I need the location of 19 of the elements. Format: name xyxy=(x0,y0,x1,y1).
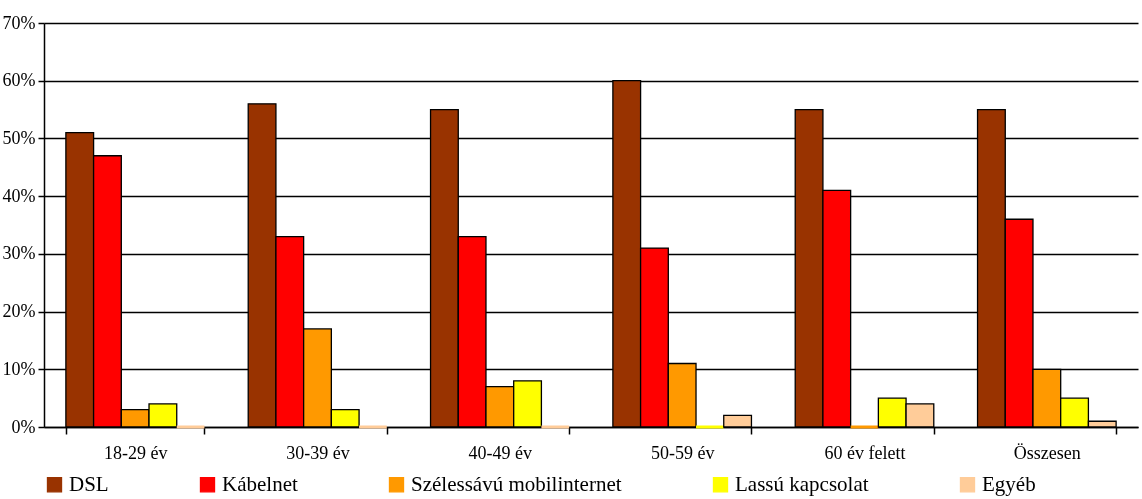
legend-label: Kábelnet xyxy=(222,471,298,496)
x-tick-label: 60 év felett xyxy=(824,442,906,463)
y-tick-label: 0% xyxy=(11,416,36,437)
legend-label: Szélessávú mobilinternet xyxy=(411,471,622,496)
x-tick-label: 50-59 év xyxy=(650,442,715,463)
y-tick-label: 50% xyxy=(2,127,36,148)
legend-label: Egyéb xyxy=(982,471,1036,496)
y-tick-label: 30% xyxy=(2,243,36,264)
y-tick-label: 60% xyxy=(2,70,36,91)
y-tick-label: 40% xyxy=(2,185,36,206)
legend-label: Lassú kapcsolat xyxy=(735,471,869,496)
x-tick-label: 40-49 év xyxy=(468,442,533,463)
legend-label: DSL xyxy=(69,471,109,496)
y-tick-label: 20% xyxy=(2,301,36,322)
x-tick-label: 18-29 év xyxy=(103,442,168,463)
x-tick-label: 30-39 év xyxy=(286,442,350,463)
y-tick-label: 10% xyxy=(2,358,36,379)
y-tick-label: 70% xyxy=(2,12,36,33)
x-tick-label: Összesen xyxy=(1013,442,1081,463)
